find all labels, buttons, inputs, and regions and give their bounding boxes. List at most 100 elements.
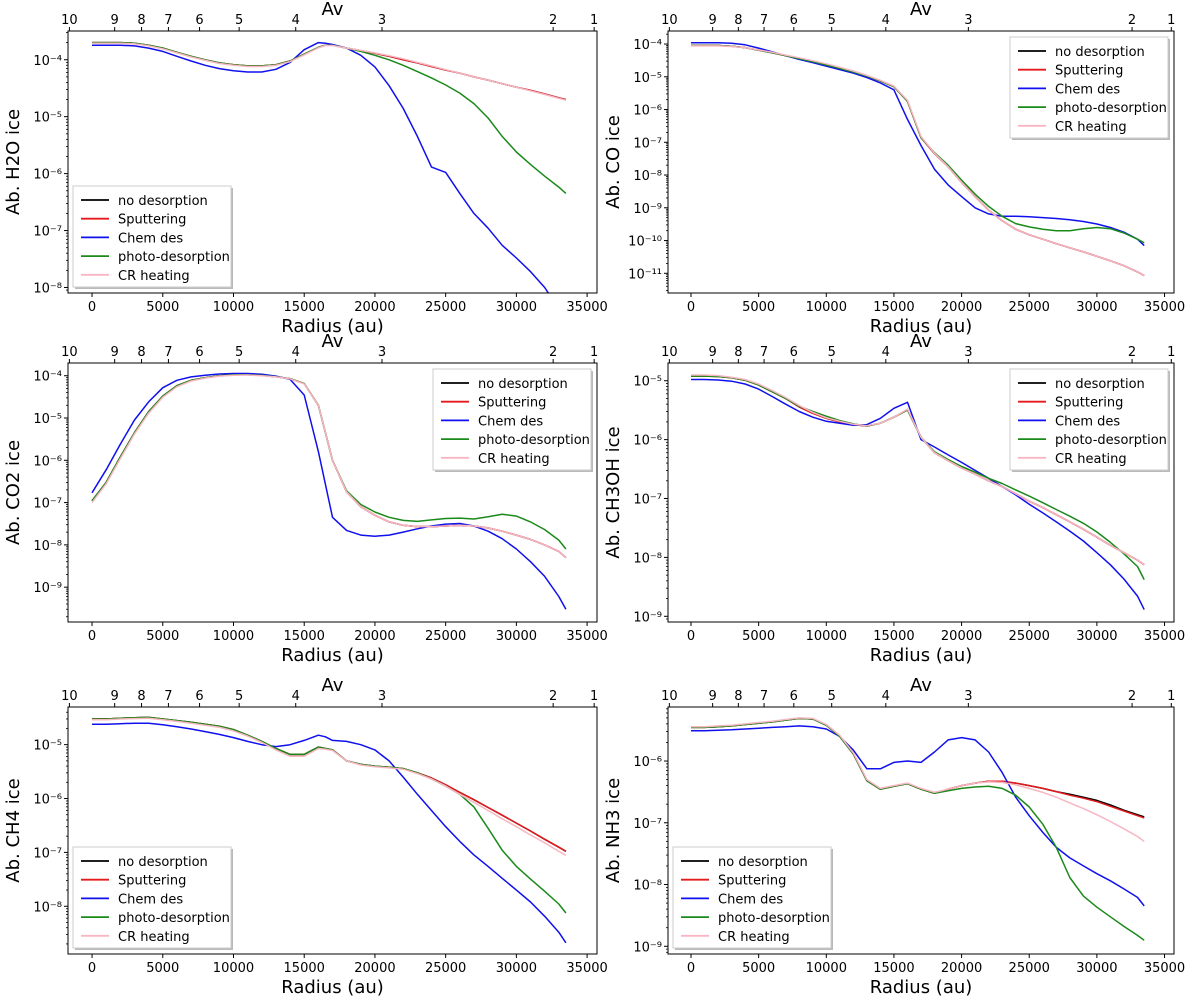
x-tick-label: 15000 [284, 961, 325, 976]
x-axis-title: Radius (au) [870, 645, 973, 666]
x-tick-label: 15000 [284, 629, 325, 644]
plot-frame [667, 706, 1175, 955]
y-tick-label: 10⁻⁶ [633, 104, 662, 119]
top-tick-label: 4 [882, 689, 890, 704]
series-line-chem-des [91, 372, 567, 610]
series-line-cr-heating [91, 374, 567, 559]
series-line-sputtering [92, 716, 567, 852]
y-tick-label: 10⁻⁷ [33, 846, 62, 861]
y-tick-label: 10⁻⁷ [33, 497, 62, 512]
top-tick-label: 4 [882, 13, 890, 28]
series-line-no-desorption [691, 717, 1145, 818]
top-tick-label: 6 [195, 689, 203, 704]
series-line-cr-heating [92, 717, 567, 857]
series-line-chem-des [92, 722, 567, 944]
legend-label: Sputtering [118, 213, 186, 228]
top-tick-label: 1 [1167, 345, 1175, 360]
x-tick-label: 0 [88, 300, 96, 315]
legend-label: Chem des [478, 414, 543, 429]
x-tick-label: 25000 [425, 961, 466, 976]
x-tick-label: 5000 [146, 629, 179, 644]
chart-panel-3: 0 5000 10000 15000 20000 25000 30000 35000 10 9 8 7… [3, 331, 608, 666]
y-tick-label: 10⁻⁹ [633, 202, 662, 217]
legend-label: Sputtering [718, 874, 786, 889]
x-tick-label: 0 [687, 961, 695, 976]
y-tick-label: 10⁻⁷ [633, 493, 662, 508]
x-tick-label: 0 [88, 629, 96, 644]
x-tick-label: 5000 [742, 961, 775, 976]
chart-panel-2: 0 5000 10000 15000 20000 25000 30000 35000 10 9 8 7… [603, 0, 1185, 337]
x-tick-label: 15000 [873, 300, 914, 315]
top-tick-label: 9 [111, 689, 119, 704]
series-lines [691, 717, 1145, 941]
top-tick-label: 2 [1128, 689, 1136, 704]
y-tick-label: 10⁻¹¹ [628, 267, 662, 282]
y-tick-label: 10⁻⁵ [33, 739, 62, 754]
x-tick-label: 30000 [496, 961, 537, 976]
plot-frame [667, 362, 1175, 623]
x-tick-label: 10000 [213, 300, 254, 315]
x-tick-label: 0 [687, 629, 695, 644]
top-tick-label: 4 [882, 345, 890, 360]
plot-frame [667, 30, 1175, 294]
x-tick-label: 20000 [941, 961, 982, 976]
legend-label: no desorption [118, 855, 208, 870]
top-tick-label: 10 [661, 345, 678, 360]
legend-label: CR heating [1055, 120, 1127, 135]
x-tick-label: 15000 [873, 961, 914, 976]
y-tick-label: 10⁻⁹ [33, 581, 62, 596]
series-line-chem-des [691, 41, 1145, 247]
top-tick-label: 6 [790, 689, 798, 704]
top-tick-label: 9 [709, 345, 717, 360]
y-tick-label: 10⁻⁸ [33, 539, 62, 554]
top-tick-label: 4 [292, 345, 300, 360]
x-tick-label: 0 [687, 300, 695, 315]
top-tick-label: 7 [760, 345, 768, 360]
top-axis-title: Av [910, 0, 932, 20]
series-line-cr-heating [691, 45, 1145, 277]
y-tick-label: 10⁻⁴ [33, 54, 62, 69]
series-line-chem-des [691, 378, 1145, 610]
y-axis-title: Ab. H2O ice [3, 109, 24, 215]
legend-label: Sputtering [118, 874, 186, 889]
top-tick-label: 7 [164, 13, 172, 28]
y-tick-label: 10⁻⁸ [633, 169, 662, 184]
legend-label: photo-desorption [1055, 433, 1167, 448]
y-tick-label: 10⁻¹⁰ [628, 235, 662, 250]
x-tick-label: 35000 [1144, 300, 1185, 315]
legend: no desorption Sputtering Chem des photo-des… [432, 368, 593, 472]
x-axis-title: Radius (au) [870, 977, 973, 998]
plot-frame [67, 362, 598, 623]
top-tick-label: 8 [734, 689, 742, 704]
legend-label: no desorption [478, 377, 568, 392]
top-tick-label: 2 [549, 345, 557, 360]
legend-label: Chem des [1055, 414, 1120, 429]
y-tick-label: 10⁻⁶ [33, 168, 62, 183]
x-tick-label: 35000 [566, 300, 607, 315]
plot-frame [67, 706, 598, 955]
x-tick-label: 0 [88, 961, 96, 976]
top-tick-label: 8 [734, 13, 742, 28]
top-tick-label: 4 [292, 689, 300, 704]
legend: no desorption Sputtering Chem des photo-des… [1009, 368, 1170, 472]
y-tick-label: 10⁻⁶ [633, 755, 662, 770]
x-tick-label: 25000 [1009, 961, 1050, 976]
legend-label: Sputtering [478, 396, 546, 411]
legend-label: photo-desorption [1055, 101, 1167, 116]
y-tick-label: 10⁻⁶ [633, 434, 662, 449]
x-tick-label: 30000 [1076, 961, 1117, 976]
legend-label: Chem des [118, 231, 183, 246]
top-tick-label: 10 [661, 689, 678, 704]
x-tick-label: 35000 [1144, 629, 1185, 644]
top-tick-label: 7 [164, 689, 172, 704]
series-lines [91, 372, 567, 610]
top-tick-label: 3 [378, 345, 386, 360]
top-tick-label: 8 [137, 345, 145, 360]
x-tick-label: 30000 [496, 629, 537, 644]
legend: no desorption Sputtering Chem des photo-des… [1009, 36, 1170, 140]
x-tick-label: 10000 [806, 961, 847, 976]
series-line-chem-des [92, 41, 550, 293]
legend-label: no desorption [718, 855, 808, 870]
top-tick-label: 7 [760, 689, 768, 704]
y-tick-label: 10⁻⁵ [33, 412, 62, 427]
